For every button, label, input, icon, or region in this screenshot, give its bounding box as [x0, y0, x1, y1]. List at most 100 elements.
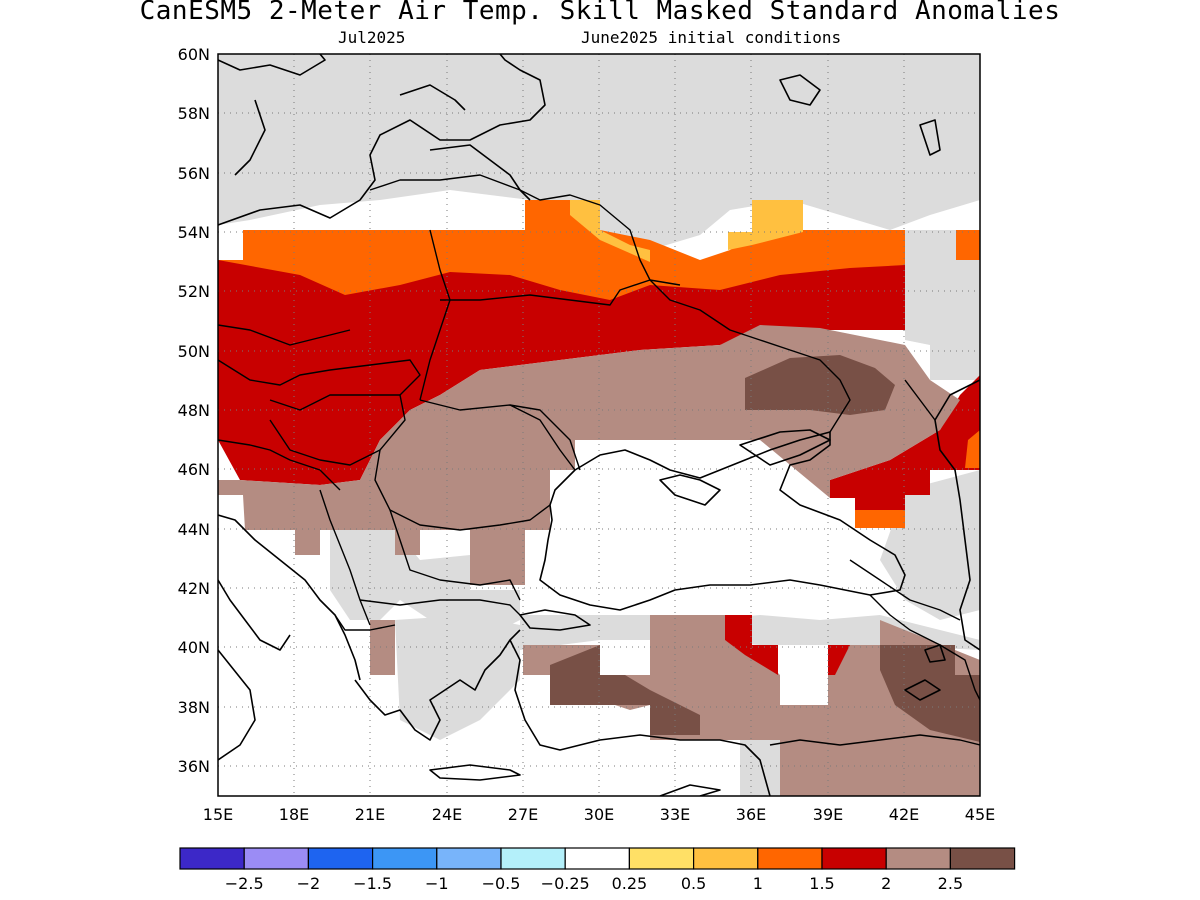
colorbar-swatch [821, 847, 887, 870]
lat-lon-grid [218, 54, 980, 796]
colorbar-swatch [564, 847, 631, 870]
colorbar-labels: −2.5 −2 −1.5 −1 −0.5 −0.25 0.25 0.5 1 1.5 2 2.5 [225, 874, 963, 893]
marmara-sea [519, 609, 591, 631]
border-rs-bg [389, 509, 521, 601]
border-balkans-west [319, 489, 371, 626]
cyprus [659, 784, 721, 796]
contour-1.5-2-turkey-2 [828, 645, 850, 675]
colorbar-swatch [692, 847, 759, 870]
border-cz-sk [218, 359, 421, 396]
colorbar-swatches [179, 847, 1016, 870]
border-ua-ru [649, 279, 851, 433]
border-by-ua [440, 279, 681, 306]
contour-2.5-plus-turkey-east [880, 645, 980, 742]
colorbar: −2.5 −2 −1.5 −1 −0.5 −0.25 0.25 0.5 1 1.5 2 2.5 [179, 847, 1016, 893]
brown-anomaly-band [218, 325, 980, 796]
colorbar-label: 0.25 [612, 874, 648, 893]
lon-label-18e: 18E [279, 805, 309, 824]
crete [429, 764, 521, 781]
masked-region-southeast [740, 740, 780, 796]
lon-label-24e: 24E [432, 805, 462, 824]
border-tr-sy [769, 734, 980, 746]
colorbar-label: 2 [881, 874, 891, 893]
lake-van [904, 679, 941, 701]
colorbar-swatch [372, 847, 438, 870]
border-ro-md [419, 399, 576, 471]
colorbar-swatch [243, 847, 309, 870]
colorbar-label: −2.5 [225, 874, 264, 893]
masked-region-balkans [330, 530, 520, 640]
border-lv-lt [369, 174, 521, 191]
lat-label-46n: 46N [178, 460, 210, 479]
lat-label-50n: 50N [178, 342, 210, 361]
border-pl-by [419, 229, 451, 401]
border-md-ua [509, 404, 581, 471]
latitude-labels: 60N 58N 56N 54N 52N 50N 48N 46N 44N 42N … [178, 45, 210, 776]
adriatic-coast [218, 514, 361, 681]
masked-region-north-2 [218, 54, 245, 140]
lat-label-52n: 52N [178, 282, 210, 301]
lon-label-33e: 33E [660, 805, 690, 824]
border-by-ru [519, 189, 651, 281]
azov-sea [739, 429, 831, 466]
lon-label-15e: 15E [203, 805, 233, 824]
greece-coast [354, 629, 521, 741]
border-ge-am [849, 559, 961, 621]
contour-2-2.5-balkans-strip [370, 620, 395, 675]
ladoga-lake [779, 74, 821, 106]
contour-2.5-plus-north [745, 355, 895, 415]
contour-1-1.5-ne-edge [855, 510, 905, 528]
colorbar-swatch [179, 847, 245, 870]
masked-region-greece [395, 615, 520, 740]
contour-0.5-1-west [570, 200, 650, 262]
colorbar-label: −0.25 [541, 874, 590, 893]
colorbar-label: 1 [753, 874, 763, 893]
lat-label-38n: 38N [178, 698, 210, 717]
lat-label-54n: 54N [178, 223, 210, 242]
contour-1-1.5-far-east [956, 230, 980, 260]
initial-conditions: June2025 initial conditions [581, 28, 842, 47]
contour-1.5-2-turkey [725, 615, 778, 675]
border-hu [269, 394, 406, 466]
contour-2-2.5-turkey [523, 615, 980, 796]
crimea [659, 474, 721, 506]
lon-label-45e: 45E [965, 805, 995, 824]
lon-label-30e: 30E [584, 805, 614, 824]
lat-label-48n: 48N [178, 401, 210, 420]
border-tr-east [869, 594, 980, 701]
border-at-si [218, 439, 341, 491]
lat-label-44n: 44N [178, 520, 210, 539]
lon-label-21e: 21E [355, 805, 385, 824]
contour-2.5-plus-turkey-west [550, 645, 700, 735]
italy-coast [218, 649, 256, 761]
border-al-mk [334, 614, 396, 631]
border-de-pl [218, 324, 351, 346]
colorbar-label: −1.5 [353, 874, 392, 893]
colorbar-label: −2 [297, 874, 321, 893]
colorbar-label: −1 [425, 874, 449, 893]
border-ro [374, 449, 551, 531]
lat-label-36n: 36N [178, 757, 210, 776]
black-sea-coast [539, 431, 906, 611]
contour-1.5-2-east [830, 375, 980, 528]
estonia-latvia-coast [429, 144, 531, 201]
lon-label-42e: 42E [889, 805, 919, 824]
colorbar-swatch [628, 847, 695, 870]
onega-lake [919, 119, 941, 156]
border-ru-kz [904, 379, 936, 421]
lon-label-39e: 39E [813, 805, 843, 824]
lat-label-58n: 58N [178, 104, 210, 123]
coastlines-borders [218, 54, 980, 796]
colorbar-label: 2.5 [938, 874, 963, 893]
colorbar-swatch [757, 847, 823, 870]
contour-1.5-2 [218, 260, 905, 485]
baltic-coast [218, 54, 546, 226]
lon-label-27e: 27E [508, 805, 538, 824]
country-borders [218, 174, 980, 746]
longitude-labels: 15E 18E 21E 24E 27E 30E 33E 36E 39E 42E … [203, 805, 995, 824]
lat-label-40n: 40N [178, 638, 210, 657]
lon-label-36e: 36E [736, 805, 766, 824]
forecast-month: Jul2025 [338, 28, 406, 47]
lat-label-56n: 56N [178, 164, 210, 183]
